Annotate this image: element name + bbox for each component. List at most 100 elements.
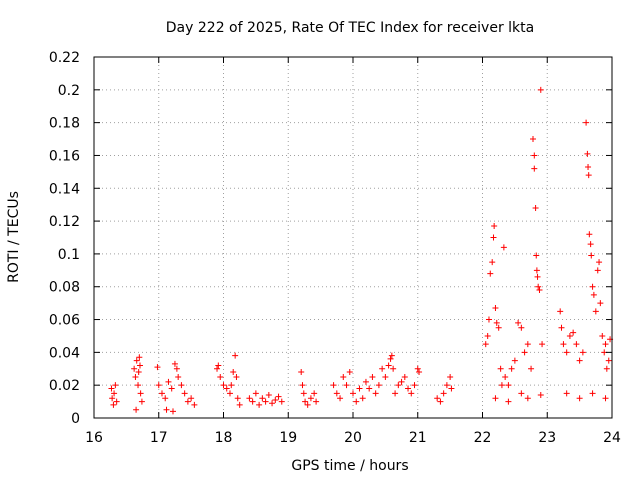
data-point — [573, 341, 580, 348]
data-point — [560, 341, 567, 348]
data-point — [558, 324, 565, 331]
data-point — [414, 365, 421, 372]
data-point — [563, 349, 570, 356]
y-tick-label: 0.02 — [49, 378, 80, 394]
data-point — [256, 401, 263, 408]
data-point — [584, 150, 591, 157]
data-point — [272, 396, 279, 403]
data-point — [498, 382, 505, 389]
data-point — [302, 398, 309, 405]
data-point — [135, 369, 142, 376]
data-point — [434, 395, 441, 402]
data-point — [531, 165, 538, 172]
data-point — [236, 401, 243, 408]
data-point — [181, 390, 188, 397]
data-point — [447, 373, 454, 380]
x-tick-label: 17 — [150, 430, 168, 446]
data-points — [108, 86, 614, 415]
data-point — [388, 352, 395, 359]
data-point — [230, 369, 237, 376]
data-point — [111, 390, 118, 397]
data-point — [508, 365, 515, 372]
data-point — [313, 398, 320, 405]
data-point — [530, 136, 537, 143]
data-point — [533, 267, 540, 274]
data-point — [387, 355, 394, 362]
data-point — [340, 373, 347, 380]
data-point — [359, 395, 366, 402]
data-point — [162, 395, 169, 402]
data-point — [138, 398, 145, 405]
y-tick-label: 0.06 — [49, 313, 80, 329]
data-point — [108, 385, 115, 392]
data-point — [154, 364, 161, 371]
data-point — [416, 369, 423, 376]
y-tick-label: 0.16 — [49, 148, 80, 164]
data-point — [337, 395, 344, 402]
data-point — [518, 390, 525, 397]
data-point — [497, 365, 504, 372]
data-point — [448, 385, 455, 392]
data-point — [485, 316, 492, 323]
data-point — [585, 172, 592, 179]
chart-title: Day 222 of 2025, Rate Of TEC Index for r… — [166, 20, 534, 36]
y-tick-label: 0.08 — [49, 280, 80, 296]
data-point — [304, 401, 311, 408]
data-point — [518, 324, 525, 331]
data-point — [173, 365, 180, 372]
data-point — [382, 373, 389, 380]
data-point — [188, 395, 195, 402]
data-point — [603, 365, 610, 372]
data-point — [217, 373, 224, 380]
data-point — [275, 393, 282, 400]
x-axis-title: GPS time / hours — [291, 458, 408, 474]
data-point — [585, 163, 592, 170]
data-point — [579, 349, 586, 356]
data-point — [602, 395, 609, 402]
data-point — [528, 365, 535, 372]
y-tick-label: 0.2 — [58, 83, 80, 99]
data-point — [265, 392, 272, 399]
data-point — [299, 382, 306, 389]
data-point — [535, 283, 542, 290]
data-point — [171, 360, 178, 367]
data-point — [252, 390, 259, 397]
data-point — [132, 373, 139, 380]
data-point — [136, 362, 143, 369]
data-point — [398, 378, 405, 385]
data-point — [379, 365, 386, 372]
data-point — [234, 395, 241, 402]
data-point — [184, 398, 191, 405]
data-point — [395, 382, 402, 389]
data-point — [511, 357, 518, 364]
data-point — [346, 369, 353, 376]
data-point — [443, 382, 450, 389]
data-point — [223, 385, 230, 392]
x-tick-label: 23 — [538, 430, 556, 446]
y-tick-label: 0 — [71, 411, 80, 427]
data-point — [605, 357, 612, 364]
data-point — [366, 385, 373, 392]
data-point — [392, 390, 399, 397]
data-point — [534, 273, 541, 280]
x-tick-label: 24 — [603, 430, 621, 446]
data-point — [228, 382, 235, 389]
data-point — [307, 395, 314, 402]
data-point — [278, 398, 285, 405]
data-point — [437, 398, 444, 405]
data-point — [137, 390, 144, 397]
data-point — [169, 408, 176, 415]
data-point — [537, 86, 544, 93]
data-point — [155, 382, 162, 389]
data-point — [405, 385, 412, 392]
data-point — [133, 357, 140, 364]
data-point — [135, 382, 142, 389]
data-point — [165, 378, 172, 385]
data-point — [168, 385, 175, 392]
data-point — [596, 259, 603, 266]
data-point — [576, 357, 583, 364]
data-point — [583, 119, 590, 126]
data-point — [133, 406, 140, 413]
